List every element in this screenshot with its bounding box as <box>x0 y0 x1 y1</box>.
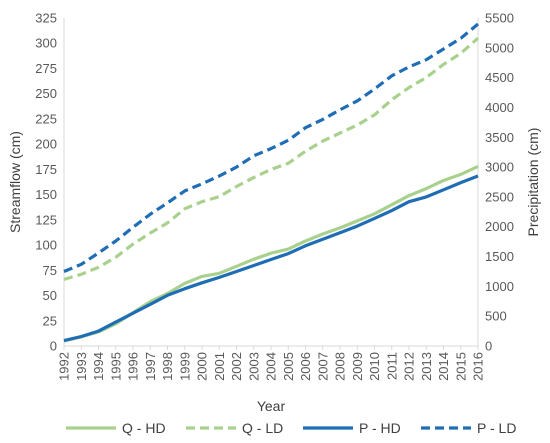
y2-axis-title: Precipitation (cm) <box>525 128 541 237</box>
y2-tick-label: 500 <box>485 309 507 324</box>
y-tick-label: 325 <box>35 11 57 26</box>
x-tick-label: 1996 <box>126 352 141 381</box>
y-tick-label: 200 <box>35 137 57 152</box>
y2-tick-label: 3000 <box>485 160 514 175</box>
legend-item: Q - LD <box>186 420 283 436</box>
x-tick-label: 2015 <box>453 352 468 381</box>
series-line-p-ld <box>63 22 480 273</box>
x-tick-label: 2004 <box>264 352 279 381</box>
legend-label: P - LD <box>477 420 516 436</box>
x-tick-label: 2014 <box>436 352 451 381</box>
x-tick-label: 1998 <box>160 352 175 381</box>
y-tick-label: 250 <box>35 86 57 101</box>
x-tick-label: 1992 <box>57 352 72 381</box>
x-tick-label: 2003 <box>246 352 261 381</box>
legend-item: P - LD <box>421 420 516 436</box>
x-tick-label: 1995 <box>108 352 123 381</box>
y2-tick-label: 4000 <box>485 100 514 115</box>
x-tick-label: 2009 <box>350 352 365 381</box>
legend-label: Q - LD <box>242 420 283 436</box>
y2-tick-label: 2000 <box>485 219 514 234</box>
x-tick-label: 2008 <box>333 352 348 381</box>
x-tick-label: 2013 <box>419 352 434 381</box>
x-tick-label: 2012 <box>402 352 417 381</box>
y2-tick-label: 3500 <box>485 130 514 145</box>
x-tick-label: 2010 <box>367 352 382 381</box>
series-line-q-hd <box>63 164 479 343</box>
y2-tick-label: 0 <box>485 339 492 354</box>
x-tick-label: 2016 <box>471 352 486 381</box>
y-tick-label: 75 <box>43 263 57 278</box>
series-line-q-ld <box>63 36 480 281</box>
legend-item: Q - HD <box>66 420 166 436</box>
x-tick-label: 1994 <box>91 352 106 381</box>
y2-tick-label: 5000 <box>485 40 514 55</box>
y-tick-label: 275 <box>35 61 57 76</box>
y-tick-label: 100 <box>35 238 57 253</box>
y-tick-label: 125 <box>35 212 57 227</box>
y-tick-label: 300 <box>35 36 57 51</box>
y-tick-label: 0 <box>50 339 57 354</box>
y-axis-title: Streamflow (cm) <box>7 131 23 233</box>
y2-tick-label: 5500 <box>485 11 514 26</box>
x-tick-label: 2011 <box>384 352 399 380</box>
series-line-p-hd <box>63 174 479 343</box>
series-layer <box>63 22 480 343</box>
y-tick-label: 50 <box>43 288 57 303</box>
axes: 0 25 50 75 100 125 150 175 200 225 250 275 300 325 0 50… <box>35 11 514 381</box>
y2-tick-label: 1500 <box>485 249 514 264</box>
y2-tick-label: 1000 <box>485 279 514 294</box>
legend-item: P - HD <box>303 420 401 436</box>
y-tick-label: 175 <box>35 162 57 177</box>
y-tick-label: 150 <box>35 187 57 202</box>
x-tick-label: 1993 <box>74 352 89 381</box>
x-tick-label: 2006 <box>298 352 313 381</box>
y2-tick-label: 2500 <box>485 189 514 204</box>
x-axis-title: Year <box>257 398 286 414</box>
x-tick-label: 2000 <box>195 352 210 381</box>
x-tick-label: 2002 <box>229 352 244 381</box>
x-tick-label: 2007 <box>315 352 330 381</box>
y2-tick-label: 4500 <box>485 70 514 85</box>
y-tick-label: 225 <box>35 111 57 126</box>
legend-label: P - HD <box>359 420 401 436</box>
x-tick-label: 2005 <box>281 352 296 381</box>
x-tick-label: 1999 <box>177 352 192 381</box>
x-tick-label: 2001 <box>212 352 227 381</box>
x-tick-label: 1997 <box>143 352 158 381</box>
y-tick-label: 25 <box>43 313 57 328</box>
legend-label: Q - HD <box>122 420 166 436</box>
legend: Q - HD Q - LD P - HD P - LD <box>66 420 516 436</box>
